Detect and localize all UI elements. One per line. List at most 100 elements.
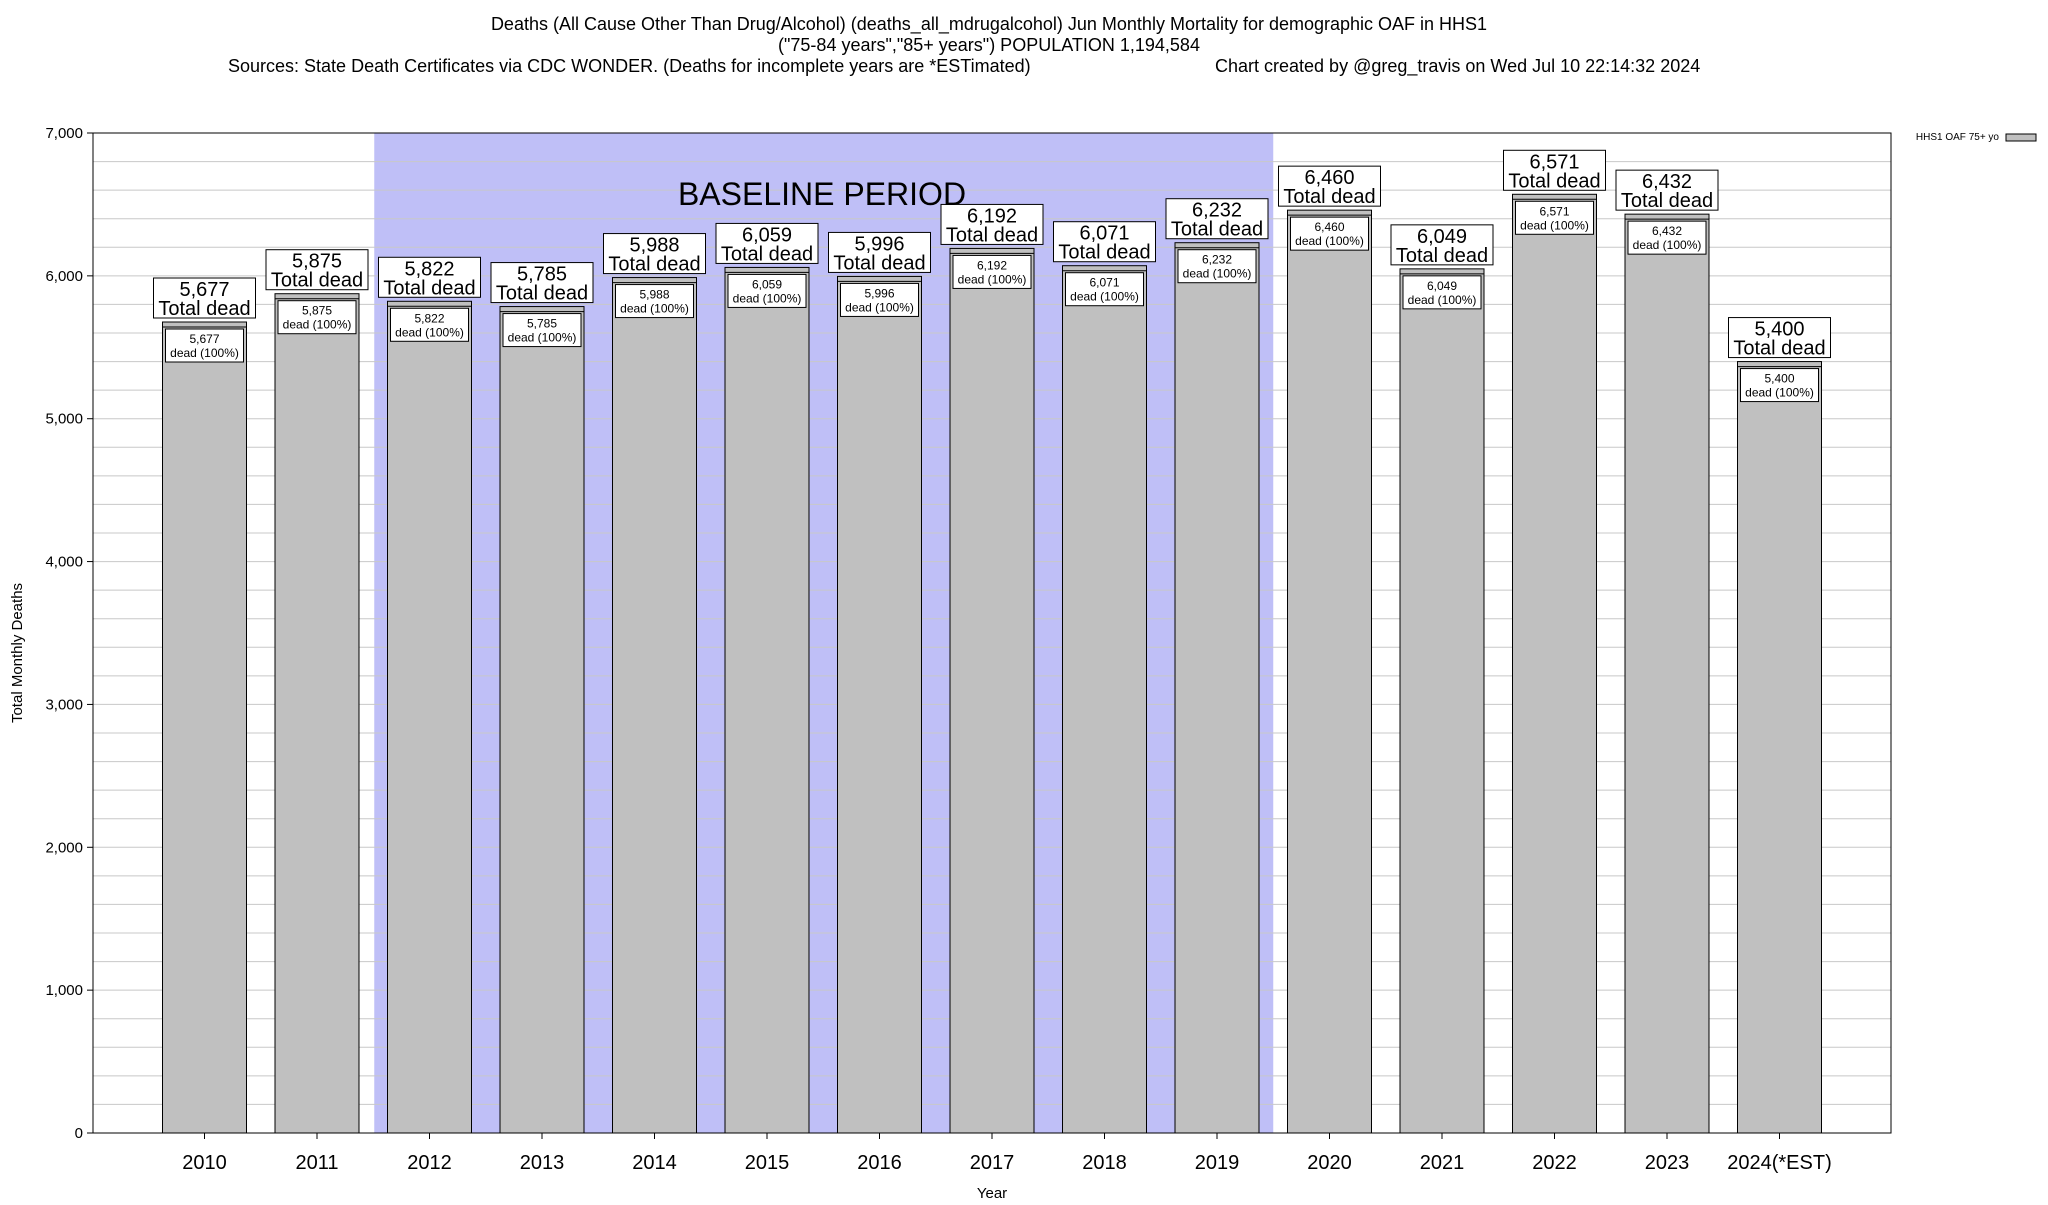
top-label-box <box>1390 224 1494 266</box>
top-value-label: 5,875 <box>292 251 342 273</box>
bar <box>1512 193 1597 1134</box>
plot-frame <box>92 132 1892 1134</box>
x-tick-label: 2012 <box>407 1152 452 1174</box>
inner-value-label: 6,049 <box>1427 279 1457 293</box>
top-value-label: 6,232 <box>1192 200 1242 222</box>
x-tick-label: 2024(*EST) <box>1727 1152 1832 1174</box>
inner-caption-label: dead (100%) <box>620 302 689 316</box>
inner-value-label: 6,192 <box>977 258 1007 272</box>
inner-caption-label: dead (100%) <box>845 300 914 314</box>
y-tick-label: 4,000 <box>45 554 83 571</box>
top-caption-label: Total dead <box>721 243 813 265</box>
top-value-label: 6,571 <box>1529 151 1579 173</box>
legend: HHS1 OAF 75+ yo <box>1916 132 2037 143</box>
chart-title-line-1: Deaths (All Cause Other Than Drug/Alcoho… <box>491 14 1487 35</box>
inner-label-box <box>1402 275 1482 310</box>
top-caption-label: Total dead <box>1508 170 1600 192</box>
top-caption-label: Total dead <box>608 254 700 276</box>
inner-label-box <box>840 282 919 317</box>
top-value-label: 6,049 <box>1417 226 1467 248</box>
bar <box>1287 209 1372 1134</box>
top-label-box <box>1615 169 1719 211</box>
top-value-label: 6,432 <box>1642 171 1692 193</box>
inner-value-label: 5,875 <box>302 304 332 318</box>
top-label-box <box>1503 149 1606 191</box>
bar <box>837 275 922 1134</box>
bar <box>1624 213 1710 1134</box>
inner-caption-label: dead (100%) <box>733 291 802 305</box>
inner-label-box <box>727 273 807 308</box>
x-tick-label: 2015 <box>745 1152 790 1174</box>
inner-label-box <box>1065 272 1144 307</box>
bar <box>274 293 360 1134</box>
bar <box>499 306 585 1134</box>
top-value-label: 5,785 <box>517 264 567 286</box>
y-tick-label: 1,000 <box>45 982 83 999</box>
inner-caption-label: dead (100%) <box>395 325 464 339</box>
x-tick-label: 2023 <box>1645 1152 1690 1174</box>
inner-label-box <box>277 300 357 335</box>
inner-caption-label: dead (100%) <box>1520 218 1589 232</box>
top-value-label: 5,822 <box>404 258 454 280</box>
top-label-box <box>715 222 819 264</box>
top-label-box <box>153 277 256 319</box>
y-tick-label: 2,000 <box>45 839 83 856</box>
inner-caption-label: dead (100%) <box>170 346 239 360</box>
top-caption-label: Total dead <box>496 283 588 305</box>
x-tick-label: 2011 <box>295 1152 338 1174</box>
y-tick-label: 5,000 <box>45 411 83 428</box>
inner-caption-label: dead (100%) <box>1295 234 1364 248</box>
inner-value-label: 6,059 <box>752 277 782 291</box>
y-tick-label: 7,000 <box>45 125 83 142</box>
top-caption-label: Total dead <box>1171 219 1263 241</box>
inner-value-label: 5,400 <box>1764 372 1794 386</box>
bar <box>387 300 472 1134</box>
top-value-label: 5,996 <box>854 233 904 255</box>
inner-caption-label: dead (100%) <box>1408 293 1477 307</box>
y-tick-label: 0 <box>75 1125 83 1142</box>
x-tick-label: 2017 <box>970 1152 1015 1174</box>
top-value-label: 5,400 <box>1754 319 1804 341</box>
top-label-box <box>1728 317 1831 359</box>
top-caption-label: Total dead <box>158 298 250 320</box>
top-value-label: 6,059 <box>742 224 792 246</box>
inner-value-label: 5,988 <box>639 288 669 302</box>
inner-label-box <box>502 313 582 348</box>
inner-label-box <box>1627 220 1707 255</box>
x-tick-label: 2010 <box>182 1152 227 1174</box>
top-label-box <box>603 233 706 275</box>
inner-caption-label: dead (100%) <box>958 272 1027 286</box>
inner-caption-label: dead (100%) <box>508 331 577 345</box>
x-tick-label: 2021 <box>1420 1152 1465 1174</box>
bar <box>724 266 810 1134</box>
inner-value-label: 6,432 <box>1652 224 1682 238</box>
inner-value-label: 6,460 <box>1314 220 1344 234</box>
top-caption-label: Total dead <box>1621 190 1713 212</box>
bar <box>612 277 697 1134</box>
top-label-box <box>490 262 594 304</box>
inner-label-box <box>1177 249 1257 284</box>
top-value-label: 6,460 <box>1304 167 1354 189</box>
inner-label-box <box>1290 216 1369 251</box>
top-caption-label: Total dead <box>1058 242 1150 264</box>
top-value-label: 6,192 <box>967 205 1017 227</box>
inner-value-label: 6,571 <box>1539 204 1569 218</box>
inner-label-box <box>952 254 1032 289</box>
bar <box>1174 242 1260 1134</box>
inner-caption-label: dead (100%) <box>1070 290 1139 304</box>
inner-caption-label: dead (100%) <box>1745 386 1814 400</box>
inner-value-label: 5,822 <box>414 311 444 325</box>
y-axis-label: Total Monthly Deaths <box>9 583 26 723</box>
top-caption-label: Total dead <box>946 224 1038 246</box>
bar <box>1062 265 1147 1134</box>
top-value-label: 5,988 <box>629 235 679 257</box>
legend-label: HHS1 OAF 75+ yo <box>1916 132 2000 143</box>
top-label-box <box>1053 221 1156 263</box>
bar <box>162 321 247 1134</box>
bars-group <box>162 193 1822 1134</box>
top-label-box <box>1165 198 1269 240</box>
top-caption-label: Total dead <box>1733 338 1825 360</box>
